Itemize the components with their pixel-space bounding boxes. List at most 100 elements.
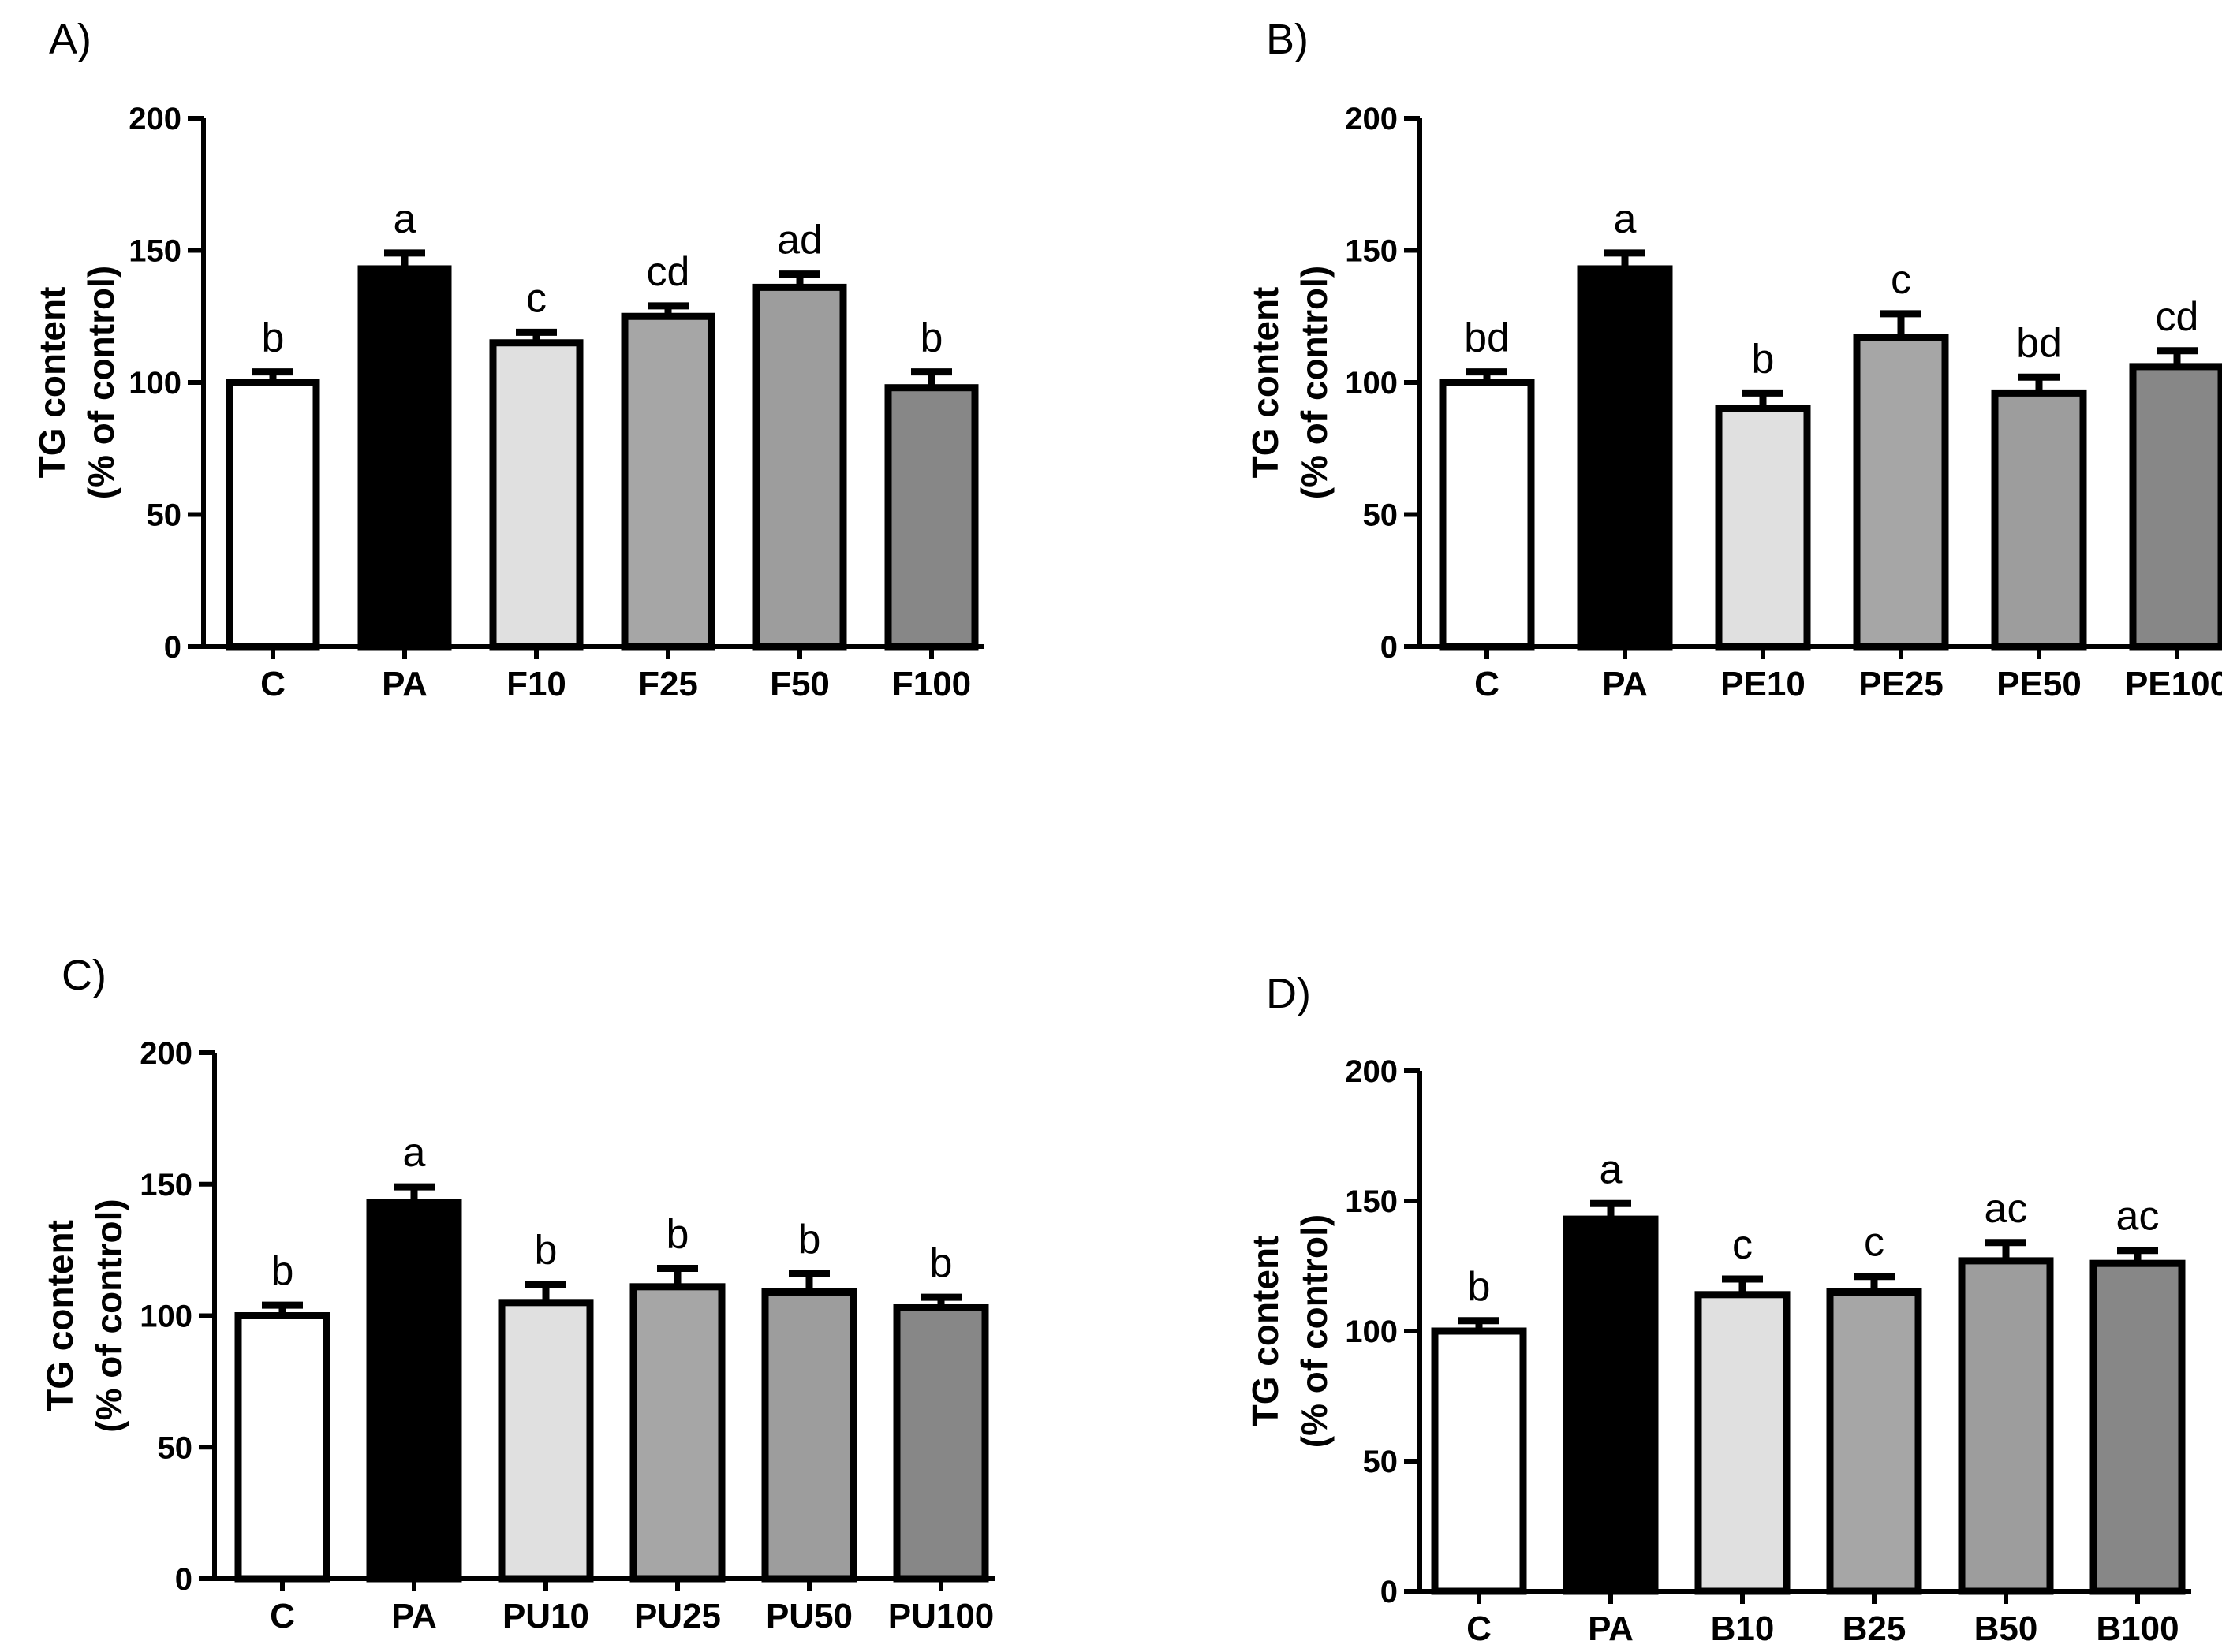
- x-tick-label: C: [1466, 1609, 1492, 1648]
- y-tick-label: 150: [129, 234, 181, 269]
- x-tick-label: PA: [391, 1597, 437, 1635]
- x-tick-label: F50: [770, 665, 830, 703]
- y-tick-label: 150: [1345, 234, 1398, 269]
- bar-pa: [1563, 1215, 1659, 1595]
- x-tick-label: B100: [2096, 1609, 2179, 1648]
- significance-label: b: [1468, 1264, 1491, 1310]
- y-axis-title-line1: TG content: [1245, 1236, 1286, 1427]
- y-tick-label: 100: [1345, 366, 1398, 401]
- bar-pa: [1577, 265, 1673, 651]
- significance-label: a: [403, 1130, 426, 1176]
- x-tick-label: C: [270, 1597, 295, 1635]
- significance-label: a: [1614, 196, 1637, 242]
- bar-b25: [1826, 1288, 1922, 1595]
- x-tick-label: B50: [1974, 1609, 2038, 1648]
- significance-label: b: [667, 1211, 689, 1257]
- panel-label: C): [62, 952, 106, 999]
- y-tick-label: 150: [1345, 1184, 1398, 1219]
- y-tick-label: 0: [1380, 1575, 1398, 1609]
- x-tick-label: PU50: [766, 1597, 853, 1635]
- bar-f10: [489, 339, 584, 651]
- chart-panel-c: C) TG content (% of control) b Ca PA b PU10 b PU2…: [39, 952, 995, 1635]
- y-axis-title-line2: (% of control): [1294, 1214, 1335, 1448]
- panel-label: A): [49, 16, 91, 63]
- panel-label: D): [1266, 970, 1311, 1017]
- y-axis-title-line2: (% of control): [1294, 266, 1335, 499]
- panel-label: B): [1266, 16, 1309, 63]
- bar-pu100: [893, 1303, 989, 1583]
- x-tick-label: PU25: [634, 1597, 721, 1635]
- x-tick-label: B10: [1711, 1609, 1775, 1648]
- y-axis-title-line1: TG content: [39, 1220, 80, 1411]
- y-tick-label: 200: [1345, 1054, 1398, 1089]
- x-tick-label: PA: [1602, 665, 1648, 703]
- chart-panel-d: D) TG content (% of control) b Ca PA c B10 c B25 a…: [1245, 970, 2191, 1648]
- bar-c: [1431, 1327, 1527, 1595]
- y-tick-label: 100: [1345, 1315, 1398, 1349]
- bar-c: [234, 1312, 330, 1583]
- significance-label: b: [535, 1227, 558, 1273]
- significance-label: c: [1891, 257, 1911, 303]
- y-tick-label: 150: [140, 1168, 192, 1203]
- x-tick-label: PA: [1588, 1609, 1634, 1648]
- bar-b100: [2089, 1259, 2186, 1595]
- chart-panel-a: A) TG content (% of control) b Ca PA c F10 cd F25…: [32, 16, 984, 703]
- bar-pa: [366, 1199, 462, 1583]
- x-tick-label: PE10: [1720, 665, 1806, 703]
- bar-f100: [884, 384, 979, 651]
- significance-label: bd: [1464, 315, 1510, 361]
- significance-label: bd: [2016, 320, 2062, 366]
- x-tick-label: F25: [638, 665, 698, 703]
- y-axis-title-line2: (% of control): [80, 266, 121, 499]
- x-tick-label: C: [1474, 665, 1499, 703]
- bar-b50: [1958, 1257, 2054, 1595]
- significance-label: c: [526, 275, 547, 321]
- significance-label: a: [394, 196, 416, 242]
- bar-f25: [621, 312, 715, 651]
- y-tick-label: 0: [1380, 630, 1398, 665]
- bar-pa: [357, 265, 452, 651]
- x-tick-label: F100: [892, 665, 971, 703]
- significance-label: cd: [2156, 294, 2199, 340]
- bar-pe100: [2129, 363, 2222, 651]
- y-tick-label: 200: [129, 102, 181, 136]
- bar-f50: [752, 283, 847, 651]
- x-tick-label: F10: [506, 665, 566, 703]
- bar-pe25: [1853, 334, 1949, 651]
- significance-label: b: [271, 1248, 294, 1294]
- y-axis-title-line1: TG content: [1245, 287, 1286, 479]
- y-tick-label: 100: [140, 1300, 192, 1334]
- x-tick-label: PE50: [1996, 665, 2082, 703]
- y-tick-label: 50: [158, 1430, 193, 1465]
- bar-b10: [1694, 1291, 1791, 1595]
- bar-c: [226, 379, 320, 651]
- bar-pu10: [498, 1299, 594, 1583]
- x-tick-label: C: [260, 665, 286, 703]
- significance-label: ac: [2116, 1194, 2160, 1240]
- y-tick-label: 200: [140, 1036, 192, 1071]
- y-tick-label: 200: [1345, 102, 1398, 136]
- bar-pe10: [1715, 405, 1811, 651]
- x-tick-label: PU100: [888, 1597, 995, 1635]
- y-tick-label: 100: [129, 366, 181, 401]
- y-tick-label: 50: [147, 498, 182, 533]
- significance-label: cd: [647, 249, 690, 295]
- significance-label: a: [1600, 1147, 1623, 1192]
- bar-pu25: [629, 1283, 726, 1583]
- bar-pu50: [761, 1288, 857, 1583]
- y-tick-label: 50: [1363, 498, 1399, 533]
- x-tick-label: PA: [382, 665, 428, 703]
- y-tick-label: 0: [164, 630, 181, 665]
- y-tick-label: 50: [1363, 1445, 1399, 1479]
- y-axis-title-line2: (% of control): [88, 1199, 129, 1432]
- significance-label: b: [930, 1240, 953, 1286]
- y-tick-label: 0: [175, 1562, 192, 1597]
- bar-c: [1439, 379, 1535, 651]
- x-tick-label: PE25: [1858, 665, 1944, 703]
- x-tick-label: PU10: [502, 1597, 589, 1635]
- chart-panel-b: B) TG content (% of control) bd Ca PA b PE10 c PE…: [1245, 16, 2222, 703]
- x-tick-label: PE100: [2125, 665, 2222, 703]
- significance-label: ad: [777, 218, 823, 263]
- bar-pe50: [1991, 389, 2087, 651]
